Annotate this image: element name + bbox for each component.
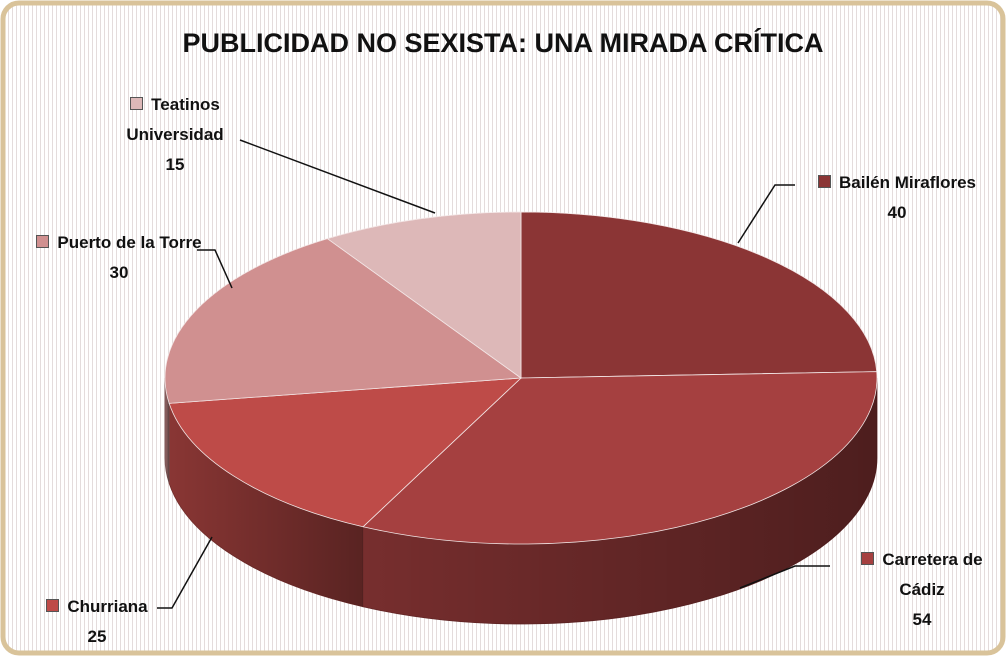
category-label: Teatinos Universidad <box>126 95 224 144</box>
category-label: Bailén Miraflores <box>839 173 976 192</box>
leader-lines <box>157 139 830 609</box>
data-label: Teatinos Universidad 15 <box>90 90 260 180</box>
category-label: Churriana <box>67 597 148 616</box>
slice <box>168 377 523 528</box>
legend-swatch <box>130 97 144 110</box>
data-label: Puerto de la Torre 30 <box>34 228 204 288</box>
leader-line <box>157 536 213 609</box>
slice-side-shade <box>363 378 877 624</box>
value-label: 30 <box>109 263 129 282</box>
leader-line <box>739 565 830 589</box>
legend-swatch <box>861 552 875 565</box>
chart-title: PUBLICIDAD NO SEXISTA: UNA MIRADA CRÍTIC… <box>182 28 824 58</box>
value-label: 15 <box>165 155 185 174</box>
data-label: Bailén Miraflores 40 <box>790 168 1004 228</box>
legend-swatch <box>818 175 831 188</box>
slice <box>326 211 522 379</box>
leader-line <box>737 184 795 244</box>
slice <box>362 371 878 545</box>
slice-side-shade <box>169 403 364 607</box>
legend-swatch <box>36 235 50 248</box>
leader-line <box>239 139 436 214</box>
category-label: Puerto de la Torre <box>57 233 202 252</box>
slice <box>520 211 878 379</box>
category-label: Carretera de Cádiz <box>882 550 983 599</box>
slice <box>164 238 523 404</box>
slice-side-shade <box>165 378 170 484</box>
value-label: 54 <box>912 610 932 629</box>
legend-swatch <box>46 599 60 612</box>
pie <box>164 211 878 625</box>
value-label: 40 <box>887 203 907 222</box>
data-label: Churriana 25 <box>22 592 172 652</box>
value-label: 25 <box>87 627 107 646</box>
data-label: Carretera de Cádiz 54 <box>842 545 1002 635</box>
leader-line <box>197 249 233 289</box>
